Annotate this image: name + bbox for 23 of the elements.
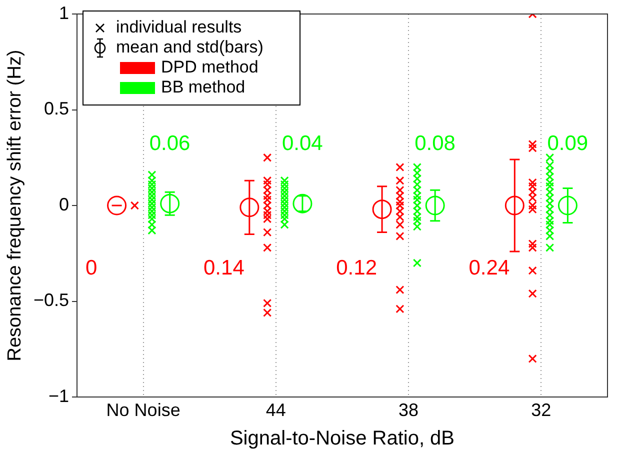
x-axis-title: Signal-to-Noise Ratio, dB bbox=[230, 428, 455, 450]
y-tick-label: −0.5 bbox=[33, 290, 69, 310]
x-tick-label: 44 bbox=[266, 400, 286, 420]
annotation: mean and std(bars) bbox=[116, 38, 264, 57]
y-tick-label: 0.5 bbox=[44, 98, 69, 119]
legend-label: BB method bbox=[161, 78, 246, 97]
x-tick-label: 32 bbox=[531, 400, 552, 420]
annotation: 0.14 bbox=[204, 256, 245, 280]
annotation: individual results bbox=[116, 18, 242, 37]
x-tick-label: No Noise bbox=[106, 400, 180, 420]
y-tick-label: 0 bbox=[58, 194, 69, 214]
x-tick-label: 38 bbox=[398, 400, 419, 420]
annotation: 0.08 bbox=[414, 132, 456, 156]
y-tick-label: −1 bbox=[48, 386, 69, 406]
y-tick-label: 1 bbox=[58, 2, 69, 23]
legend-label: DPD method bbox=[161, 58, 258, 77]
annotation: 0.24 bbox=[468, 256, 510, 280]
annotation: 0 bbox=[85, 256, 98, 280]
annotation: 0.12 bbox=[336, 256, 377, 280]
annotation: 0.09 bbox=[547, 132, 588, 156]
annotation: 0.06 bbox=[149, 132, 190, 156]
annotation: 0.04 bbox=[282, 132, 324, 156]
y-axis-title: Resonance frequency shift error (Hz) bbox=[4, 50, 26, 362]
